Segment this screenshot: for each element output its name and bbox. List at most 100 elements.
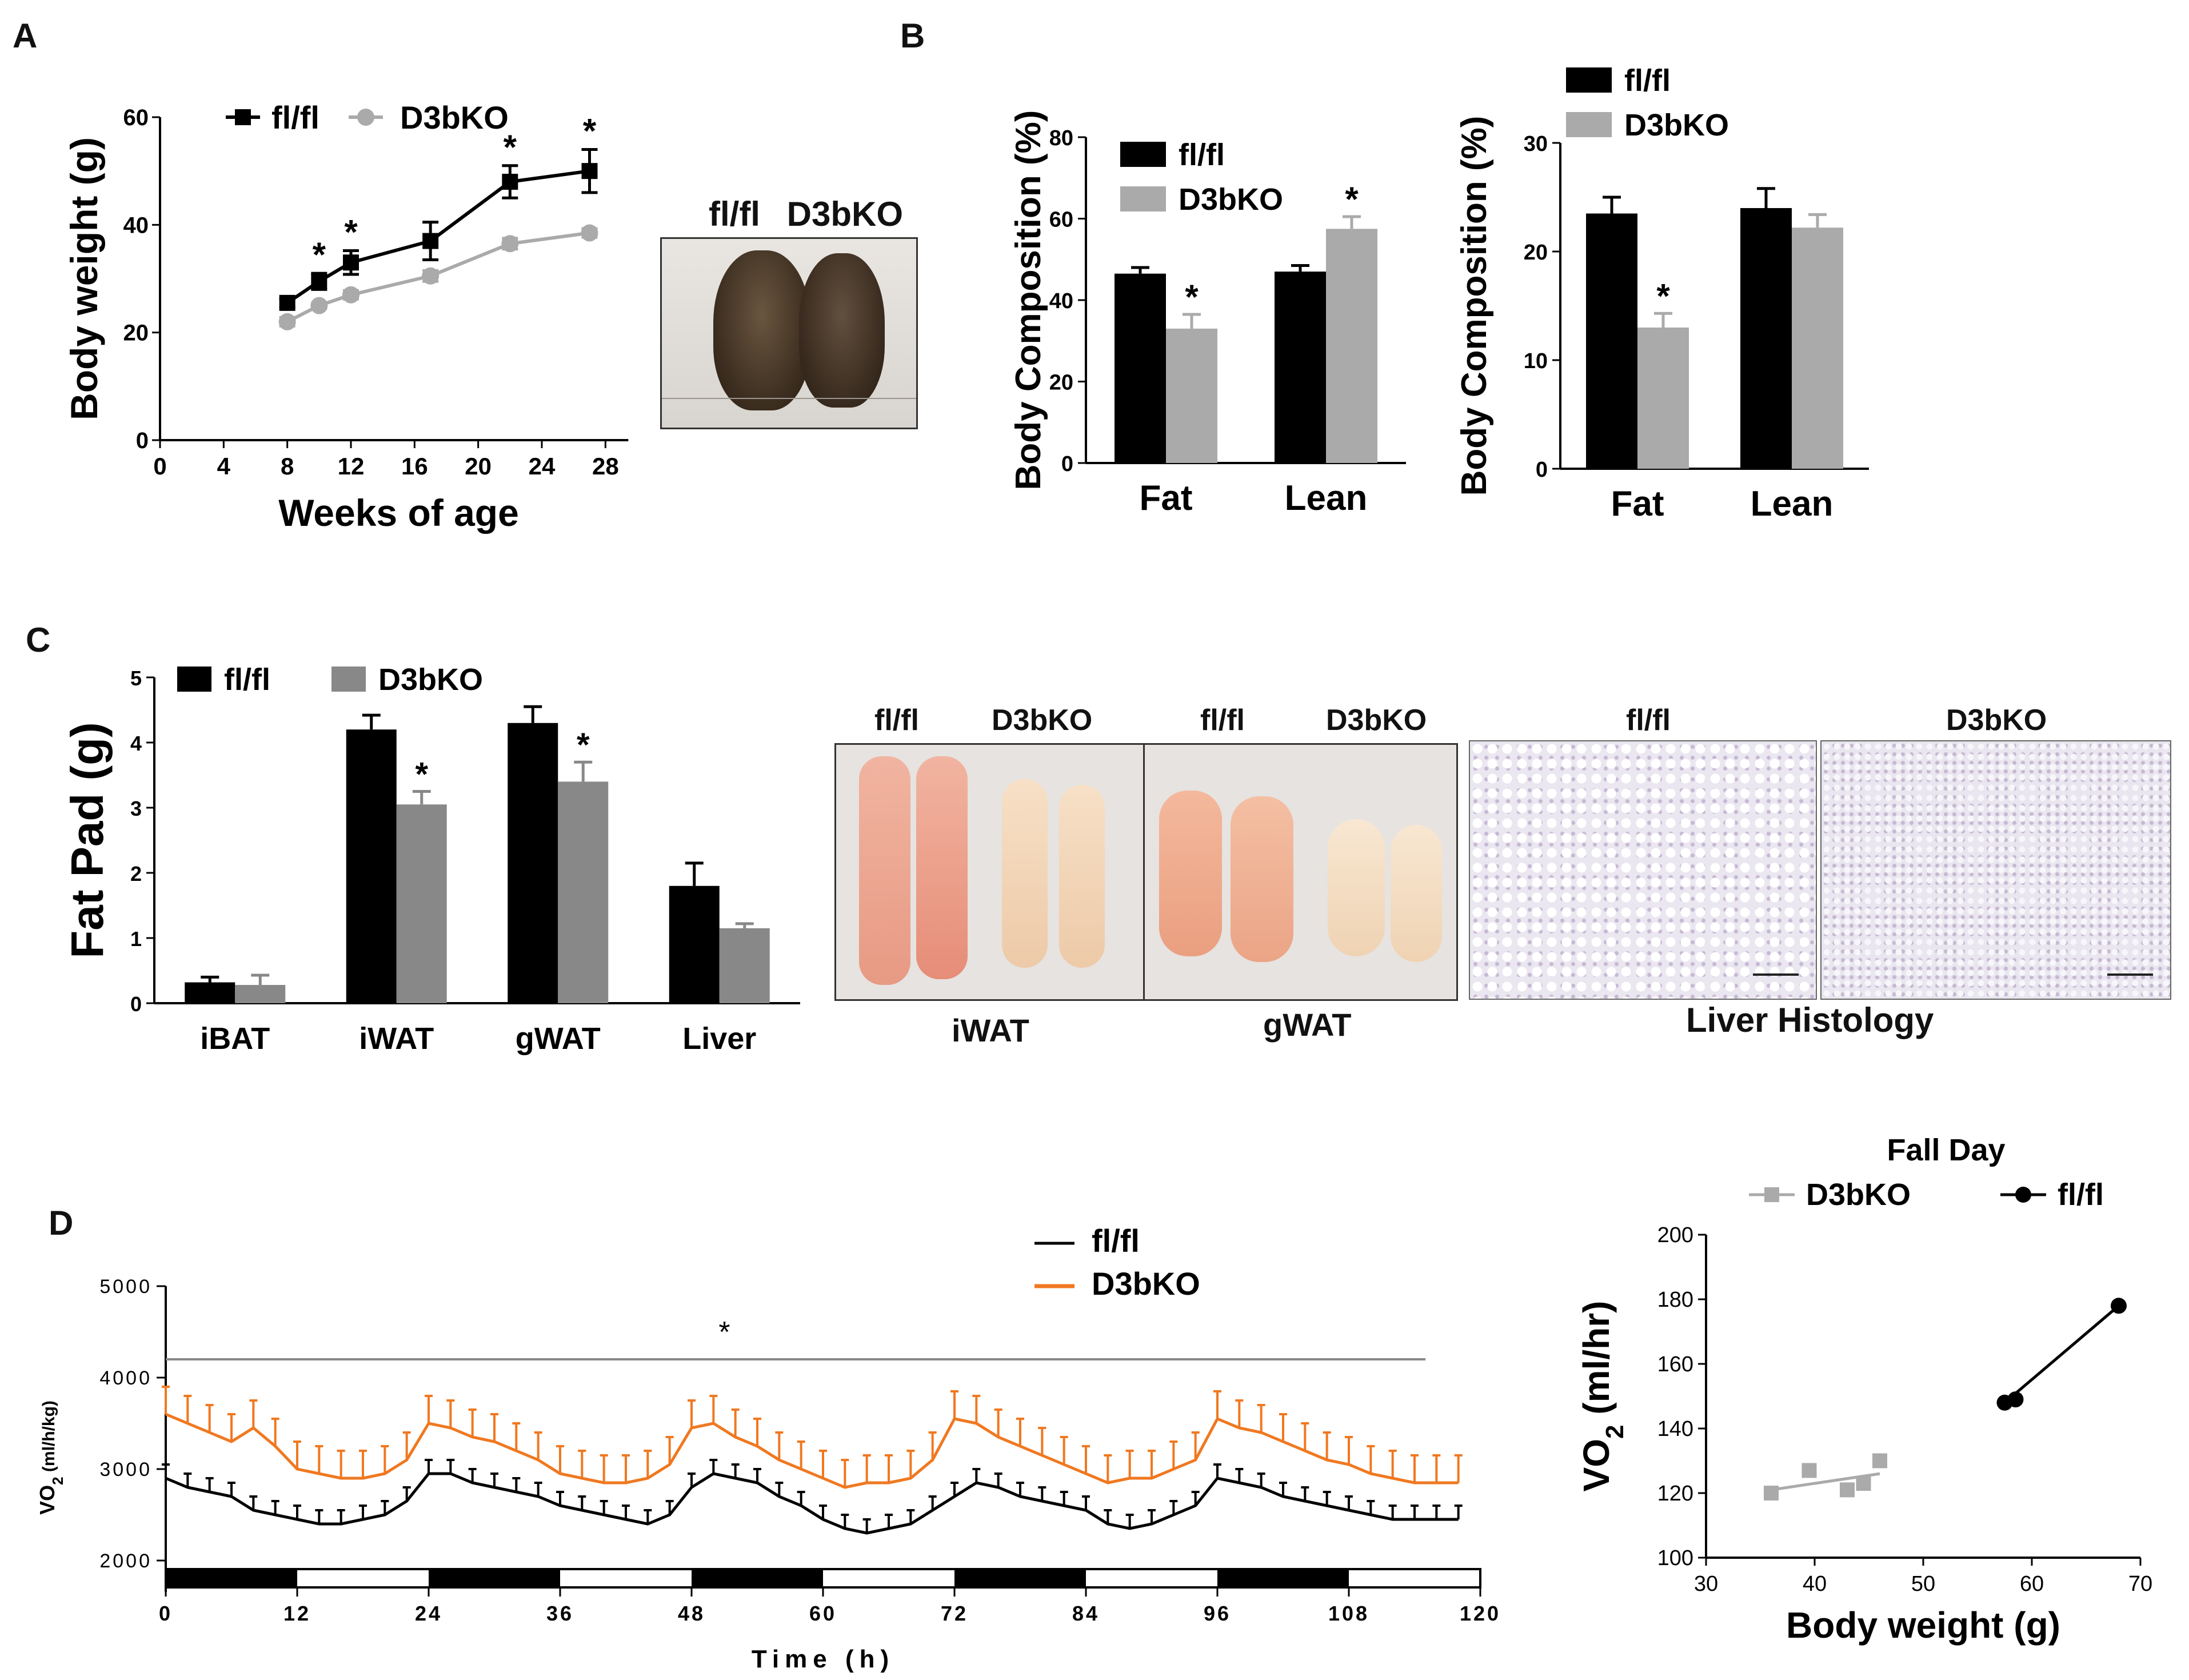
y-tick-label: 2	[130, 862, 142, 885]
data-point	[343, 254, 359, 271]
panel-label-a: A	[13, 17, 38, 55]
x-tick-label: 8	[281, 453, 294, 480]
significance-star: *	[577, 727, 590, 764]
body-weight-line-chart: 0 4 8 12 16 20 24 28 0 20 40 60 Weeks of age Body wei…	[63, 99, 629, 534]
dark-period	[166, 1569, 297, 1587]
legend-label-d3bko: D3bKO	[1092, 1266, 1200, 1302]
data-point-d3bko	[1856, 1476, 1871, 1491]
category-label: iBAT	[200, 1021, 270, 1056]
gwat-tissue-3	[1328, 819, 1385, 956]
y-tick-label: 0	[1536, 458, 1548, 482]
x-tick-label: 30	[1694, 1572, 1718, 1596]
x-tick-label: 120	[1460, 1602, 1501, 1625]
legend-label-0: fl/fl	[1179, 138, 1225, 172]
y-tick-label: 30	[1524, 132, 1548, 156]
chart-title: Fall Day	[1887, 1133, 2005, 1167]
x-tick-label: 60	[809, 1602, 837, 1625]
bar-D3bKO	[719, 928, 770, 1003]
iwat-tissue-1	[859, 756, 910, 985]
y-tick-label: 2000	[99, 1550, 152, 1572]
y-tick-label: 20	[1524, 241, 1548, 265]
x-tick-label: 50	[1911, 1572, 1935, 1596]
legend-label-d3bko: D3bKO	[1806, 1178, 1911, 1212]
y-tick-label: 0	[1061, 452, 1073, 476]
category-label: iWAT	[359, 1021, 434, 1056]
y-tick-label: 120	[1657, 1482, 1693, 1506]
photo-label-d3bko: D3bKO	[786, 195, 904, 233]
y-tick-label: 3	[130, 797, 142, 820]
data-point	[581, 224, 598, 242]
y-tick-label: 4	[130, 732, 142, 755]
x-tick-label: 24	[529, 453, 556, 480]
y-tick-label: 20	[1049, 371, 1073, 395]
legend-label-0: fl/fl	[1624, 63, 1671, 98]
legend-swatch-0	[1120, 142, 1166, 167]
dark-period	[954, 1569, 1086, 1587]
histology-image-flfl	[1469, 740, 1817, 1000]
y-tick-label: 160	[1657, 1352, 1693, 1376]
legend-swatch-1	[1566, 112, 1612, 137]
x-tick-label: 84	[1072, 1602, 1100, 1625]
data-point	[581, 163, 598, 179]
data-point-d3bko	[1801, 1463, 1817, 1478]
bar-fl/fl	[508, 723, 558, 1003]
mouse-photo	[660, 237, 918, 429]
series-line-D3bKO	[165, 1412, 1459, 1489]
x-tick-label: 72	[941, 1602, 968, 1625]
y-tick-label: 5	[130, 667, 142, 690]
y-axis-title: Body Composition (%)	[1009, 110, 1048, 490]
significance-star: *	[313, 236, 326, 274]
panel-label-b: B	[900, 17, 925, 55]
histology-label-d3bko: D3bKO	[1946, 704, 2047, 737]
mouse-photo-labels: fl/fl D3bKO	[709, 194, 903, 234]
histology-image-d3bko	[1820, 740, 2171, 1000]
y-tick-label: 60	[1049, 208, 1073, 232]
iwat-photo-label-d3bko: D3bKO	[992, 704, 1093, 737]
series-line-fl/fl	[165, 1472, 1459, 1535]
fat-pad-bar-chart: 0 1 2 3 4 5 Fat Pad (g) iBAT iWAT * gWAT * Liver fl/f…	[62, 663, 800, 1056]
bar-D3bKO	[1792, 228, 1843, 469]
bar-D3bKO	[558, 781, 609, 1003]
y-tick-label: 40	[1049, 289, 1073, 313]
data-point	[422, 233, 439, 249]
significance-star: *	[718, 1316, 730, 1349]
x-tick-label: 4	[217, 453, 231, 480]
x-axis-title: Time (h)	[752, 1645, 894, 1673]
legend-swatch-0	[1566, 67, 1612, 93]
vo2-timecourse-chart: 2000 3000 4000 5000 VO2 (ml/h/kg) 0 12 24 36 48 60…	[35, 1223, 1501, 1673]
significance-star: *	[1185, 278, 1199, 316]
histology-caption: Liver Histology	[1686, 1001, 1934, 1039]
data-point	[310, 297, 328, 314]
category-label: Fat	[1140, 478, 1193, 518]
significance-star: *	[344, 213, 358, 252]
gwat-caption: gWAT	[1263, 1007, 1352, 1043]
significance-star: *	[415, 756, 428, 793]
data-point	[501, 235, 519, 253]
bar-D3bKO	[396, 804, 447, 1003]
y-tick-label: 10	[1524, 349, 1548, 373]
y-tick-label: 180	[1657, 1288, 1693, 1312]
gwat-photo-label-d3bko: D3bKO	[1326, 704, 1427, 737]
data-point-flfl	[2007, 1391, 2024, 1408]
y-axis-title: Body Composition (%)	[1455, 116, 1494, 496]
bar-fl/fl	[1275, 272, 1326, 463]
x-tick-label: 70	[2128, 1572, 2152, 1596]
bar-fl/fl	[1115, 273, 1166, 463]
x-tick-label: 96	[1204, 1602, 1231, 1625]
x-tick-label: 40	[1803, 1572, 1827, 1596]
y-tick-label: 4000	[99, 1367, 152, 1389]
x-tick-label: 28	[592, 453, 619, 480]
scale-bar-d3bko	[2107, 973, 2153, 976]
data-point	[502, 174, 518, 190]
gwat-photo-label-flfl: fl/fl	[1200, 704, 1245, 737]
mouse-d3bko-image	[799, 253, 885, 408]
category-label: Lean	[1285, 478, 1368, 518]
y-tick-label: 0	[130, 992, 142, 1016]
x-tick-label: 60	[2020, 1572, 2044, 1596]
bar-D3bKO	[1637, 328, 1689, 469]
x-tick-label: 20	[465, 453, 492, 480]
x-tick-label: 12	[338, 453, 365, 480]
data-point	[342, 286, 359, 304]
panel-label-d: D	[49, 1204, 74, 1242]
bar-fl/fl	[185, 982, 235, 1003]
